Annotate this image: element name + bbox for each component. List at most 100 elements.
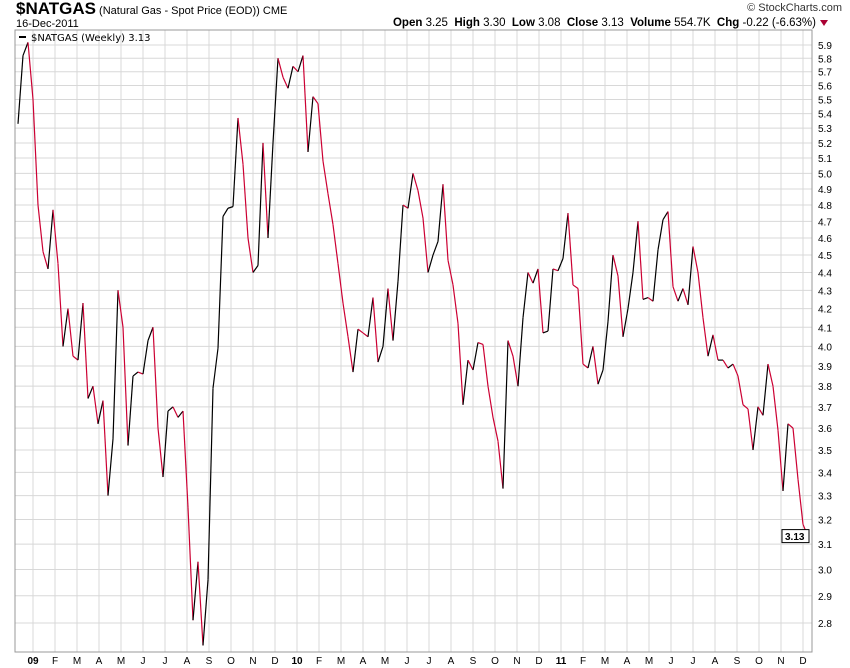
y-tick-label: 3.5 <box>818 446 832 457</box>
price-segment <box>307 96 314 152</box>
high-label: High <box>454 17 480 29</box>
price-segment <box>577 288 584 365</box>
x-tick-label: N <box>249 656 256 667</box>
price-segment <box>607 255 614 322</box>
price-segment <box>677 288 684 302</box>
price-segment <box>712 334 719 361</box>
price-segment <box>467 359 474 371</box>
x-tick-label: A <box>712 656 719 667</box>
price-segment <box>692 246 699 273</box>
price-segment <box>592 346 599 385</box>
x-tick-label: D <box>535 656 542 667</box>
price-segment <box>212 348 219 389</box>
price-segment <box>222 207 229 217</box>
close-value: 3.13 <box>601 17 624 29</box>
price-segment <box>27 42 34 100</box>
price-segment <box>707 334 714 357</box>
price-segment <box>547 268 554 332</box>
x-tick-label: N <box>777 656 784 667</box>
price-segment <box>322 160 329 194</box>
price-segment <box>702 317 709 357</box>
price-segment <box>57 263 64 347</box>
price-segment <box>337 263 344 304</box>
price-segment <box>192 561 199 621</box>
price-segment <box>297 55 304 72</box>
price-segment <box>637 221 644 300</box>
x-tick-label: J <box>141 656 146 667</box>
price-segment <box>267 142 274 239</box>
price-segment <box>482 344 489 387</box>
price-segment <box>567 213 574 285</box>
price-segment <box>787 423 794 429</box>
price-segment <box>767 363 774 387</box>
price-segment <box>537 268 544 333</box>
price-segment <box>557 258 564 271</box>
x-tick-label: 10 <box>291 656 303 667</box>
y-tick-label: 4.4 <box>818 268 832 279</box>
price-segment <box>782 423 789 491</box>
x-tick-label: D <box>271 656 278 667</box>
price-segment <box>742 404 749 410</box>
price-segment <box>77 302 84 361</box>
price-segment <box>647 297 654 302</box>
y-tick-label: 5.6 <box>818 81 832 92</box>
price-segment <box>252 265 259 273</box>
price-segment <box>462 360 469 405</box>
price-segment <box>72 355 79 361</box>
y-tick-label: 4.7 <box>818 217 832 228</box>
price-segment <box>477 341 484 346</box>
price-segment <box>687 246 694 305</box>
price-segment <box>257 142 264 266</box>
price-segment <box>157 428 164 478</box>
price-segment <box>507 340 514 357</box>
y-tick-label: 4.2 <box>818 305 832 316</box>
x-tick-label: M <box>73 656 81 667</box>
price-segment <box>427 254 434 273</box>
price-segment <box>392 281 399 341</box>
price-segment <box>332 224 339 264</box>
price-segment <box>112 290 119 439</box>
price-segment <box>312 96 319 105</box>
y-tick-label: 3.2 <box>818 515 832 526</box>
price-segment <box>652 249 659 302</box>
price-segment <box>42 251 49 270</box>
x-tick-label: 09 <box>27 656 39 667</box>
price-segment <box>317 103 324 162</box>
price-segment <box>672 286 679 302</box>
price-segment <box>572 284 579 290</box>
chart-title: $NATGAS (Natural Gas - Spot Price (EOD))… <box>16 0 287 20</box>
y-tick-label: 5.0 <box>818 169 832 180</box>
price-segment <box>552 268 559 272</box>
price-segment <box>582 363 589 369</box>
price-segment <box>792 428 799 480</box>
price-segment <box>207 388 214 580</box>
price-segment <box>597 369 604 385</box>
price-segment <box>32 99 39 206</box>
y-tick-label: 3.4 <box>818 468 832 479</box>
chg-value: -0.22 (-6.63%) <box>742 17 816 29</box>
price-segment <box>602 321 609 371</box>
y-tick-label: 3.0 <box>818 565 832 576</box>
price-segment <box>167 406 174 412</box>
price-segment <box>667 211 674 287</box>
volume-label: Volume <box>630 17 671 29</box>
y-tick-label: 4.0 <box>818 342 832 353</box>
y-tick-label: 4.3 <box>818 286 832 297</box>
x-tick-label: A <box>184 656 191 667</box>
price-segment <box>657 219 664 251</box>
price-segment <box>627 272 634 309</box>
x-tick-label: 11 <box>556 656 567 667</box>
price-segment <box>472 342 479 371</box>
price-segment <box>327 193 334 225</box>
price-segment <box>142 340 149 375</box>
y-tick-label: 5.3 <box>818 124 832 135</box>
price-segment <box>47 209 54 270</box>
price-segment <box>757 406 764 416</box>
price-segment <box>752 406 759 451</box>
price-segment <box>117 290 124 328</box>
price-segment <box>102 400 109 496</box>
y-tick-label: 3.3 <box>818 492 832 503</box>
price-segment <box>202 579 209 646</box>
price-segment <box>247 237 254 273</box>
x-tick-label: O <box>227 656 235 667</box>
